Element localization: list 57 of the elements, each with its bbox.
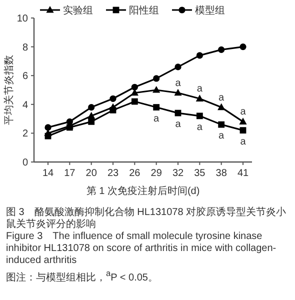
point [44, 124, 52, 131]
point [44, 132, 52, 140]
annotation: a [196, 84, 203, 95]
point [88, 104, 95, 111]
y-tick-label: 10 [16, 14, 28, 24]
x-tick-label: 20 [86, 168, 98, 179]
caption: Figure 3 The influence of small molecule tyrosine kinase inhibitor HL131078 on score of arthritis in mice with collagen-induced arthritis [6, 231, 278, 267]
point [239, 118, 247, 124]
point [174, 64, 182, 70]
point [196, 112, 203, 120]
y-tick-label: 4 [22, 100, 28, 111]
x-tick-label: 29 [150, 168, 162, 179]
point [174, 88, 182, 96]
point [218, 46, 225, 53]
point [196, 94, 204, 102]
x-tick-label: 35 [194, 168, 206, 179]
point [153, 75, 160, 82]
annotation: a [196, 122, 203, 133]
y-tick-label: 2 [22, 128, 28, 140]
point [218, 121, 225, 128]
point [152, 86, 160, 93]
point [153, 104, 160, 110]
text: 图注：与模型组相比，$^{a}$P < 0.05。 [6, 267, 159, 284]
point [88, 112, 96, 119]
point [110, 106, 116, 114]
legend-label: 实验组 [63, 4, 93, 16]
point [218, 103, 226, 110]
y-tick-label: 8 [22, 42, 28, 54]
y-tick-label: 0 [22, 158, 28, 168]
point [131, 84, 138, 90]
caption: 图 3 酪氨酸激酶抑制化合物 HL131078 对胶原诱导型关节炎小鼠关节炎评分的影响 [6, 207, 288, 231]
legend-label: 阳性组 [129, 4, 159, 16]
point [131, 98, 138, 105]
x-tick-label: 38 [216, 168, 228, 179]
point [240, 127, 246, 134]
x-tick-label: 41 [237, 168, 249, 179]
legend-label: 模型组 [195, 4, 225, 16]
x-tick-label: 14 [42, 168, 54, 179]
annotation: a [240, 106, 246, 118]
x-axis-title: 第 1 次免疫注射后时间(d) [86, 185, 200, 197]
y-tick-label: 6 [22, 71, 28, 82]
point [240, 44, 246, 50]
point [66, 118, 73, 125]
point [110, 95, 116, 102]
annotation: a [154, 113, 160, 124]
x-tick-label: 32 [172, 168, 184, 179]
x-tick-label: 23 [107, 168, 119, 179]
annotation: a [175, 119, 182, 130]
x-tick-label: 17 [64, 168, 76, 179]
x-tick-label: 26 [129, 168, 141, 179]
y-axis-title: 平均关节炎指数 [3, 55, 15, 125]
point [88, 118, 95, 125]
annotation: a [240, 136, 246, 148]
point [196, 52, 203, 59]
annotation: a [175, 78, 182, 89]
annotation: a [218, 130, 225, 142]
annotation: a [218, 92, 225, 104]
